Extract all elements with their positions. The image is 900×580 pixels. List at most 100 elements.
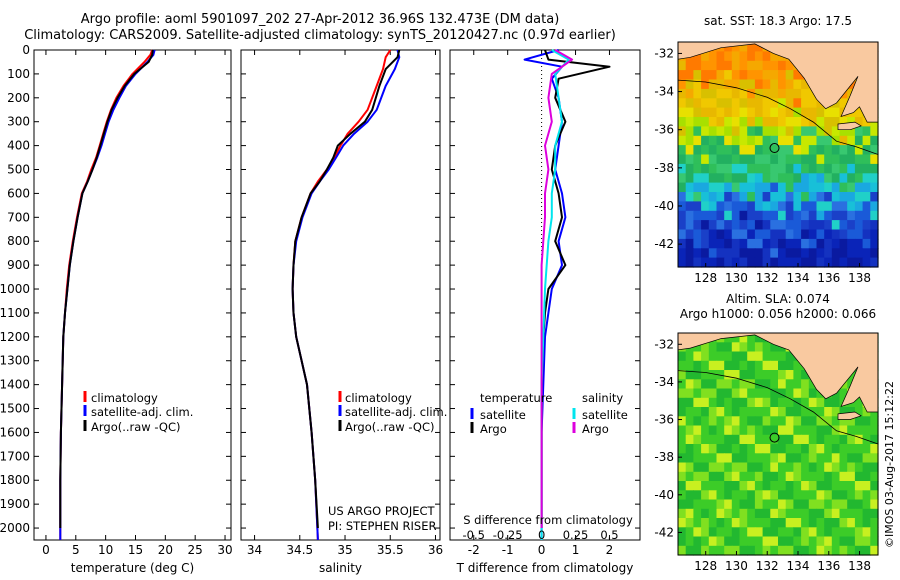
map-cell [854, 481, 864, 491]
map-cell [724, 453, 733, 464]
map-cell [762, 182, 771, 193]
map-cell [870, 545, 879, 556]
map-cell [770, 173, 779, 184]
map-cell [839, 416, 848, 427]
map-cell [854, 545, 864, 556]
map-cell [724, 220, 733, 231]
map-cell [754, 238, 764, 249]
map-cell [747, 70, 756, 81]
map-cell [870, 248, 879, 259]
map-cell [762, 388, 771, 399]
map-cell [831, 201, 841, 212]
map-cell [701, 397, 710, 408]
map-cell [778, 425, 787, 436]
map-cell [685, 453, 694, 464]
map-cell [731, 163, 741, 174]
map-cell [739, 107, 748, 118]
map-cell [693, 425, 702, 436]
map-cell [747, 220, 756, 231]
map-cell [762, 527, 771, 538]
map-cell [862, 444, 871, 454]
map-cell [762, 462, 771, 473]
map-cell [708, 248, 718, 259]
map-cell [770, 490, 779, 501]
map-cell [785, 407, 794, 417]
map-cell [854, 434, 864, 445]
map-cell [778, 107, 787, 118]
map-cell [762, 107, 771, 118]
map-cell [770, 126, 779, 137]
map-cell [801, 444, 810, 454]
map-cell [747, 360, 756, 371]
map-cell [785, 60, 794, 71]
top-tick-label: -0.25 [493, 528, 523, 542]
map-cell [693, 60, 702, 71]
map-cell [785, 444, 794, 454]
map-cell [693, 434, 702, 445]
map-cell [685, 499, 694, 510]
map-cell [870, 462, 879, 473]
map-cell [747, 107, 756, 118]
y-tick-label: -40 [654, 488, 674, 502]
map-cell [793, 370, 802, 380]
map-cell [762, 351, 771, 362]
map-cell [801, 126, 810, 137]
map-cell [870, 229, 879, 240]
map-cell [716, 518, 725, 528]
map-cell [862, 229, 871, 240]
map-cell [778, 545, 787, 556]
map-cell [816, 220, 825, 231]
y-tick-label: 1800 [0, 473, 30, 487]
map-cell [731, 351, 741, 362]
map-cell [862, 257, 871, 268]
map-cell [862, 154, 871, 165]
map-cell [724, 342, 733, 353]
map-cell [754, 117, 764, 127]
map-cell [831, 508, 841, 519]
map-cell [762, 471, 771, 482]
map-cell [778, 462, 787, 473]
map-cell [847, 527, 856, 538]
map-cell [731, 444, 741, 454]
map-cell [716, 229, 725, 240]
map-cell [716, 536, 725, 547]
map-cell [724, 379, 733, 390]
map-cell [854, 416, 864, 427]
map-cell [731, 257, 741, 268]
map-cell [770, 453, 779, 464]
map-cell [701, 88, 710, 99]
x-tick-label: 134 [787, 559, 810, 573]
map-cell [785, 462, 794, 473]
map-cell [724, 154, 733, 165]
map-cell [854, 192, 864, 202]
map-cell [793, 425, 802, 436]
map-cell [778, 471, 787, 482]
map-cell [731, 416, 741, 427]
map-cell [778, 351, 787, 362]
map-cell [854, 407, 864, 417]
map-cell [801, 536, 810, 547]
map-cell [862, 407, 871, 417]
map-cell [724, 351, 733, 362]
map-cell [747, 416, 756, 427]
map-cell [716, 444, 725, 454]
map-cell [778, 518, 787, 528]
map-cell [724, 88, 733, 99]
map-cell [762, 79, 771, 90]
map-cell [824, 527, 833, 538]
map-cell [870, 453, 879, 464]
map-cell [724, 257, 733, 268]
map-cell [739, 201, 748, 212]
map-cell [754, 42, 764, 52]
map-cell [678, 425, 687, 436]
map-cell [770, 60, 779, 71]
map-cell [824, 444, 833, 454]
map-cell [839, 238, 848, 249]
map-cell [793, 88, 802, 99]
land-mass [677, 332, 879, 413]
map-cell [693, 397, 702, 408]
map-cell [693, 536, 702, 547]
map-cell [708, 107, 718, 118]
map-cell [701, 462, 710, 473]
map-cell [831, 192, 841, 202]
